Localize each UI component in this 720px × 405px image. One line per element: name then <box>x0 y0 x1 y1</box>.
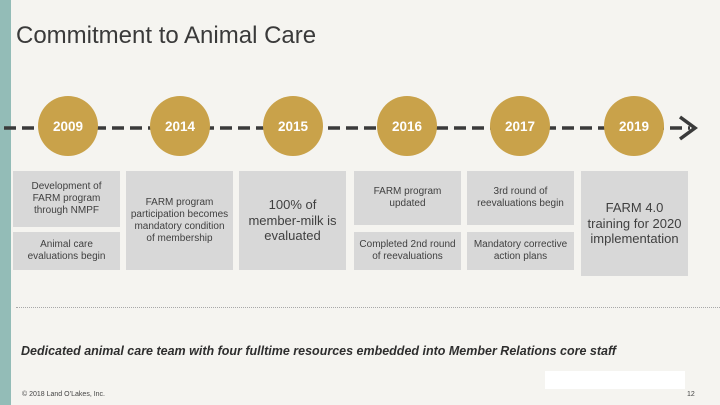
team-statement: Dedicated animal care team with four ful… <box>21 344 617 358</box>
divider <box>16 307 720 308</box>
milestone-2015-member-milk: 100% of member-milk is evaluated <box>239 171 346 270</box>
milestone-2017-corrective: Mandatory corrective action plans <box>467 232 574 270</box>
milestone-2009-development: Development of FARM program through NMPF <box>13 171 120 227</box>
year-2014: 2014 <box>150 96 210 156</box>
slide-title: Commitment to Animal Care <box>16 22 317 49</box>
milestone-2019-farm4: FARM 4.0 training for 2020 implementatio… <box>581 171 688 276</box>
milestone-2009-evaluations: Animal care evaluations begin <box>13 232 120 270</box>
timeline-line <box>4 115 698 141</box>
copyright-footer: © 2018 Land O’Lakes, Inc. <box>22 391 105 398</box>
year-2009: 2009 <box>38 96 98 156</box>
page-number: 12 <box>687 391 695 398</box>
left-accent-bar <box>0 0 11 405</box>
year-2017: 2017 <box>490 96 550 156</box>
year-2019: 2019 <box>604 96 664 156</box>
milestone-2017-third-round: 3rd round of reevaluations begin <box>467 171 574 225</box>
milestone-2014-participation: FARM program participation becomes manda… <box>126 171 233 270</box>
footer-blank-panel <box>545 371 685 389</box>
year-2015: 2015 <box>263 96 323 156</box>
timeline-arrow-icon <box>678 115 698 141</box>
milestone-2016-updated: FARM program updated <box>354 171 461 225</box>
year-2016: 2016 <box>377 96 437 156</box>
milestone-2016-reevaluations: Completed 2nd round of reevaluations <box>354 232 461 270</box>
